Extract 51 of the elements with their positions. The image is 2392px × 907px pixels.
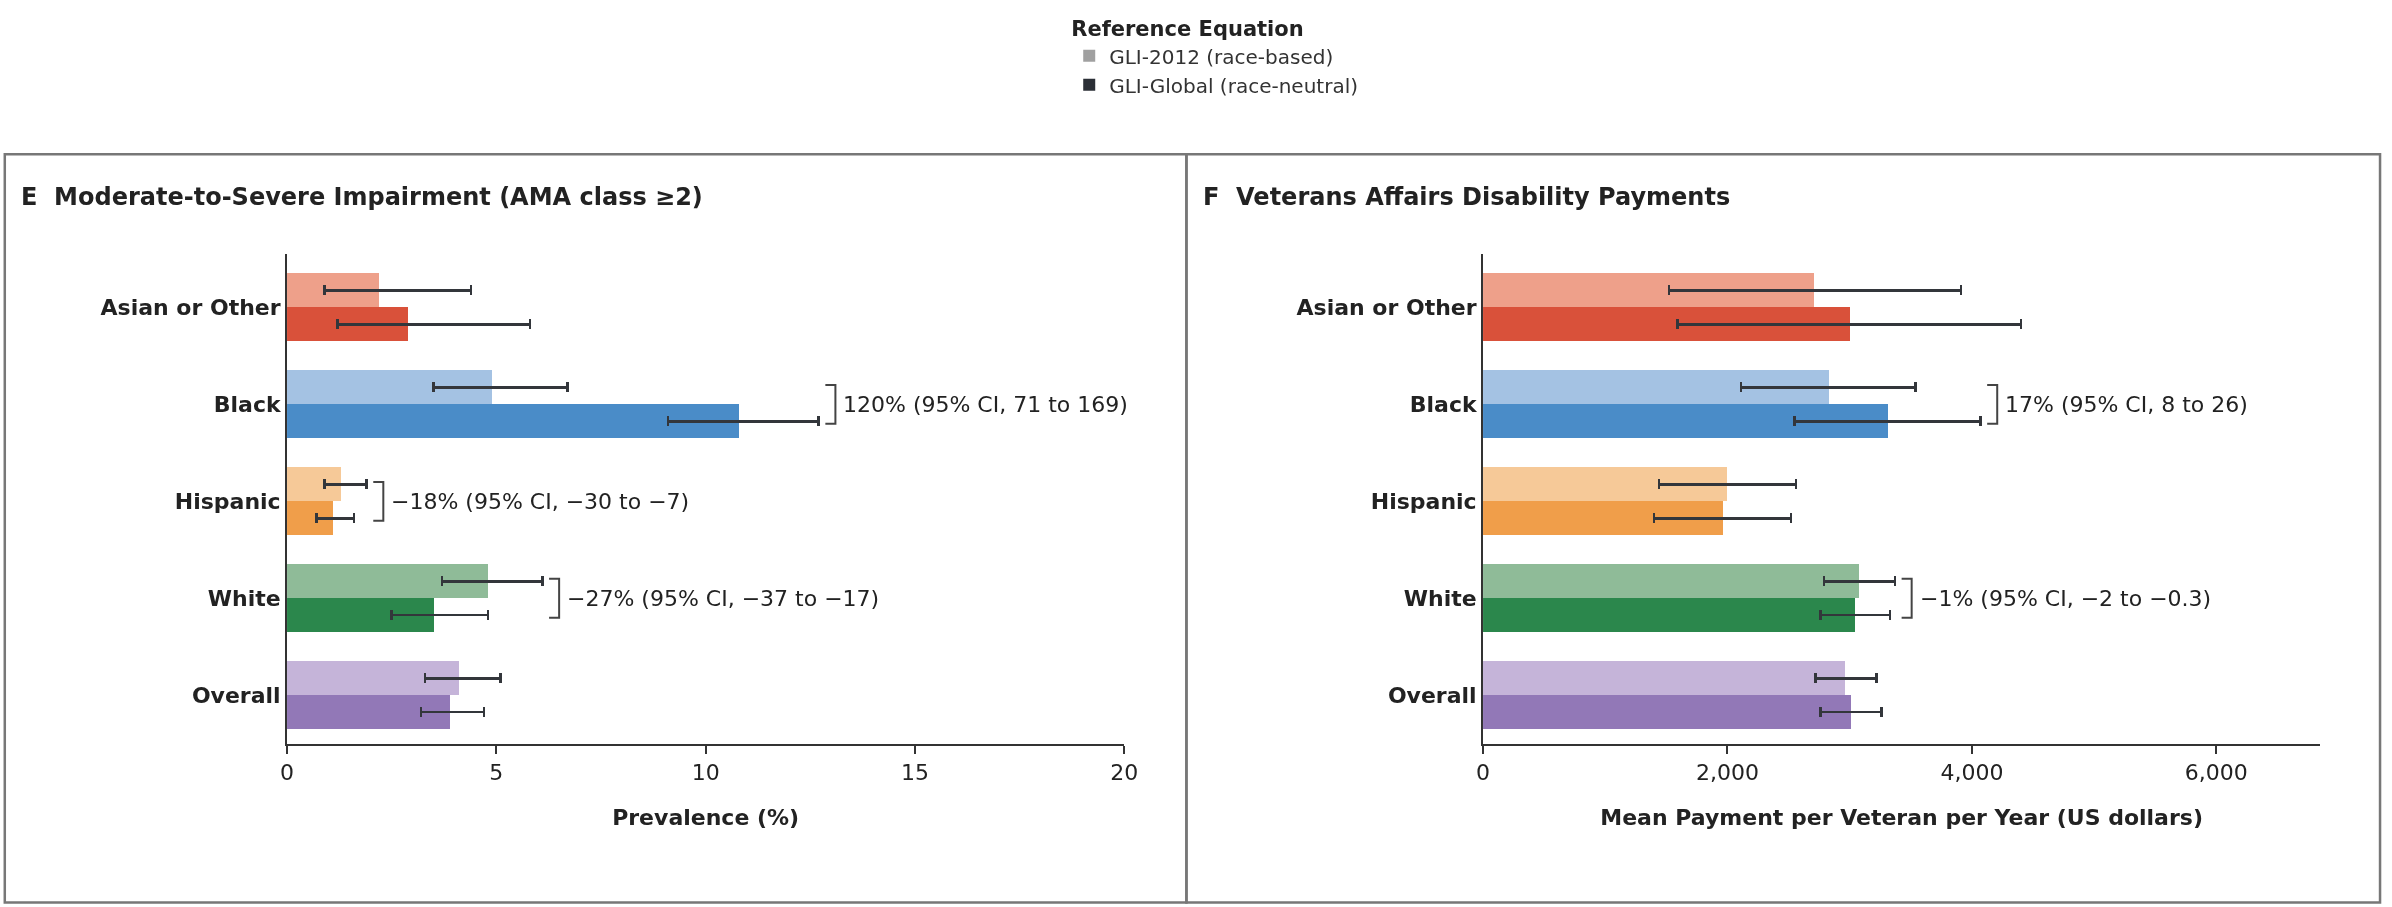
bar [287,466,342,501]
x-tick-label: 6,000 [2184,760,2248,786]
bar [287,694,451,729]
x-tick-label: 5 [489,760,504,786]
y-tick-label: Hispanic [174,488,281,514]
y-tick-label: White [207,585,281,611]
bar [287,306,409,341]
annotation: −18% (95% CI, −30 to −7) [391,489,690,514]
x-tick-label: 0 [1476,760,1491,786]
bar [287,563,489,598]
bar [1483,466,1728,501]
x-tick-label: 10 [691,760,720,786]
annotation: −1% (95% CI, −2 to −0.3) [1920,586,2212,611]
bar [1483,597,1856,632]
bar [1483,500,1724,535]
x-tick-label: 4,000 [1940,760,2004,786]
bar [1483,369,1830,404]
annotation: 120% (95% CI, 71 to 169) [843,392,1128,417]
y-tick-label: White [1403,585,1477,611]
x-axis-title: Prevalence (%) [612,804,800,830]
y-tick-label: Asian or Other [1296,295,1477,320]
y-tick-label: Asian or Other [100,295,281,320]
y-tick-label: Black [213,391,283,417]
x-tick-label: 20 [1110,760,1139,786]
bar [1483,272,1815,307]
y-tick-label: Overall [191,682,281,708]
text: GLI-2012 (race-based) [1109,44,1334,69]
bar [1483,306,1851,341]
x-tick-label: 0 [280,760,295,786]
annotation: 17% (95% CI, 8 to 26) [2005,392,2248,417]
bar [1483,660,1846,695]
bar [1483,403,1889,438]
y-tick-label: Hispanic [1370,488,1477,514]
legend-title: Reference Equation [1071,17,1304,42]
bar [1483,694,1852,729]
bar [287,500,334,535]
bar [287,272,380,307]
bar [287,403,740,438]
bar [287,597,435,632]
x-axis-title: Mean Payment per Veteran per Year (US dollars) [1600,804,2203,830]
x-tick-label: 15 [900,760,929,786]
bar [287,660,460,695]
annotation: −27% (95% CI, −37 to −17) [567,586,880,611]
chart-title: E Moderate-to-Severe Impairment (AMA class ≥2) [21,183,703,211]
y-tick-label: Overall [1387,682,1477,708]
bar [287,369,493,404]
y-tick-label: Black [1409,391,1479,417]
text: GLI-Global (race-neutral) [1109,73,1359,98]
chart-title: F Veterans Affairs Disability Payments [1203,183,1731,211]
x-tick-label: 2,000 [1695,760,1759,786]
bar [1483,563,1860,598]
